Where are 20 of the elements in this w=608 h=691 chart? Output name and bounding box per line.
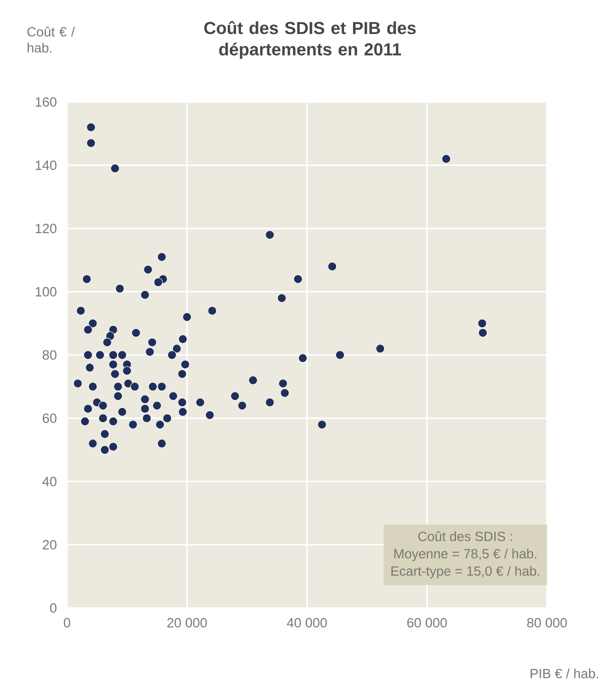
y-tick-label: 80 [42, 350, 56, 360]
y-tick-label: 160 [36, 97, 56, 107]
x-tick-label: 40 000 [286, 618, 327, 628]
chart-title: Coût des SDIS et PIB des départements en 2011 [204, 21, 416, 59]
annotation: Coût des SDIS : [418, 531, 512, 542]
y-tick-label: 60 [42, 414, 56, 423]
x-tick-label: 80 000 [527, 618, 567, 628]
y-tick-label: 0 [50, 603, 56, 613]
y-tick-label: 120 [36, 224, 56, 234]
annotation: Ecart-type = 15,0 € / hab. [391, 566, 540, 578]
annotation: Moyenne = 78,5 € / hab. [394, 548, 536, 562]
x-axis-title: PIB € / hab. [530, 668, 598, 678]
y-tick-label: 20 [42, 540, 56, 550]
y-tick-label: 40 [42, 476, 56, 486]
x-tick-label: 0 [64, 618, 70, 628]
y-tick-label: 100 [36, 287, 56, 296]
y-tick-label: 140 [36, 160, 56, 170]
x-tick-label: 60 000 [407, 618, 447, 628]
y-axis-title: Coût € / hab. [27, 26, 75, 53]
x-tick-label: 20 000 [167, 618, 207, 628]
